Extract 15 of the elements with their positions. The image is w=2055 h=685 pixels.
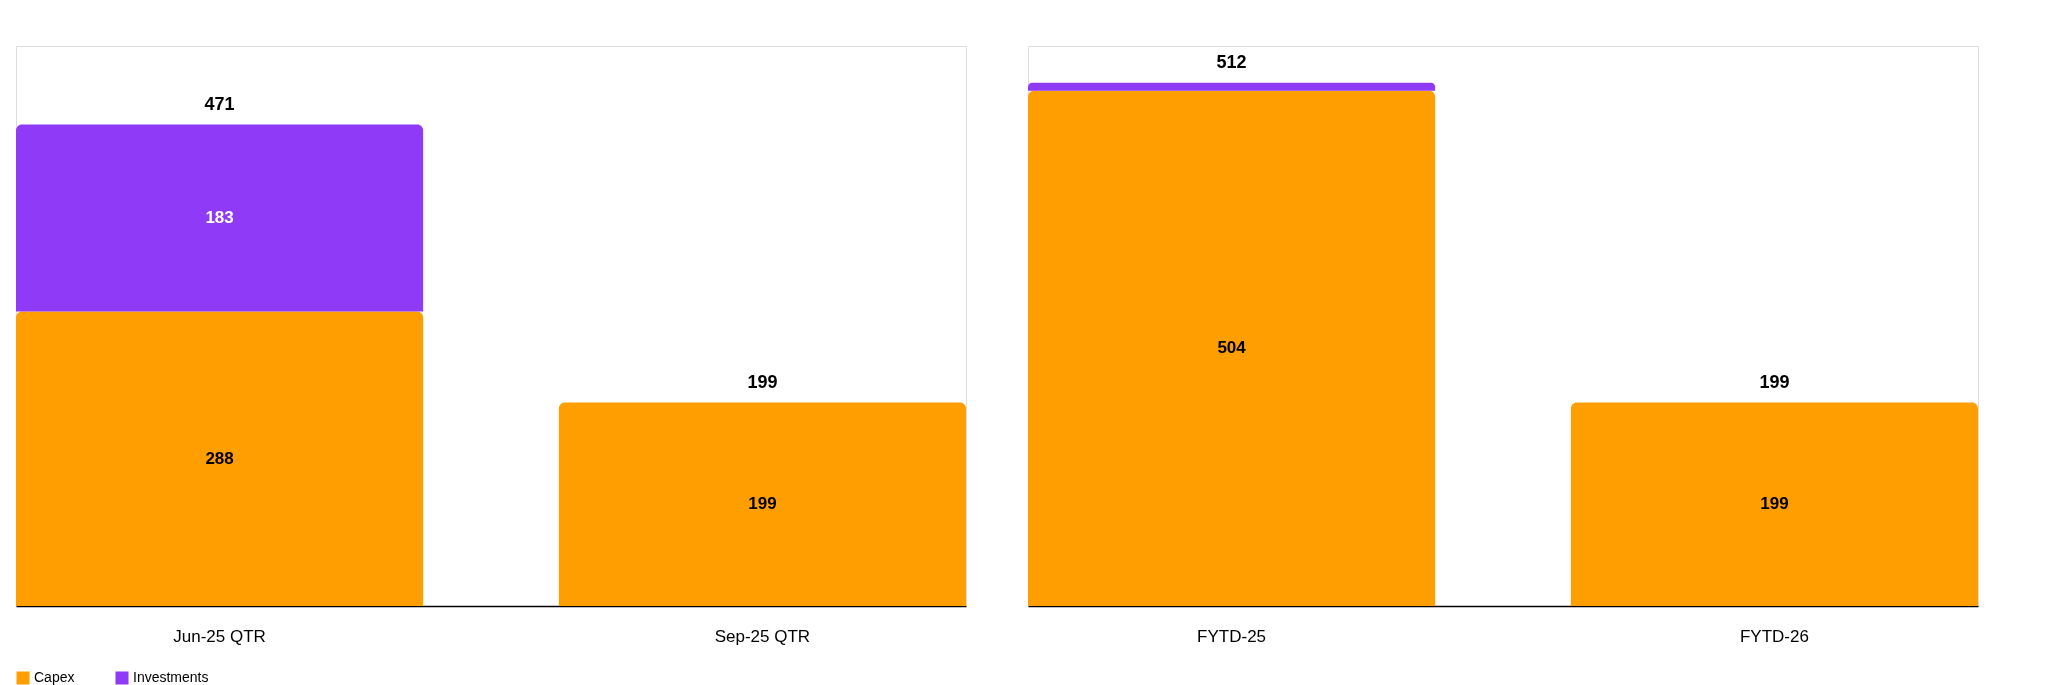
legend-label: Capex (34, 669, 75, 685)
data-label: 199 (748, 494, 777, 514)
total-label: 512 (1216, 51, 1247, 72)
legend-label: Investments (133, 669, 209, 685)
data-label: 504 (1217, 338, 1247, 358)
x-tick-label: FYTD-26 (1739, 626, 1809, 646)
data-label: 183 (205, 208, 234, 228)
x-tick-label: Jun-25 QTR (173, 626, 266, 646)
x-tick-label: Sep-25 QTR (714, 626, 811, 646)
data-label: 288 (205, 448, 234, 468)
data-label: 199 (1760, 494, 1789, 514)
x-tick-label: FYTD-25 (1197, 626, 1267, 646)
total-label: 471 (204, 93, 235, 114)
total-label: 199 (747, 371, 778, 392)
total-label: 199 (1759, 371, 1790, 392)
